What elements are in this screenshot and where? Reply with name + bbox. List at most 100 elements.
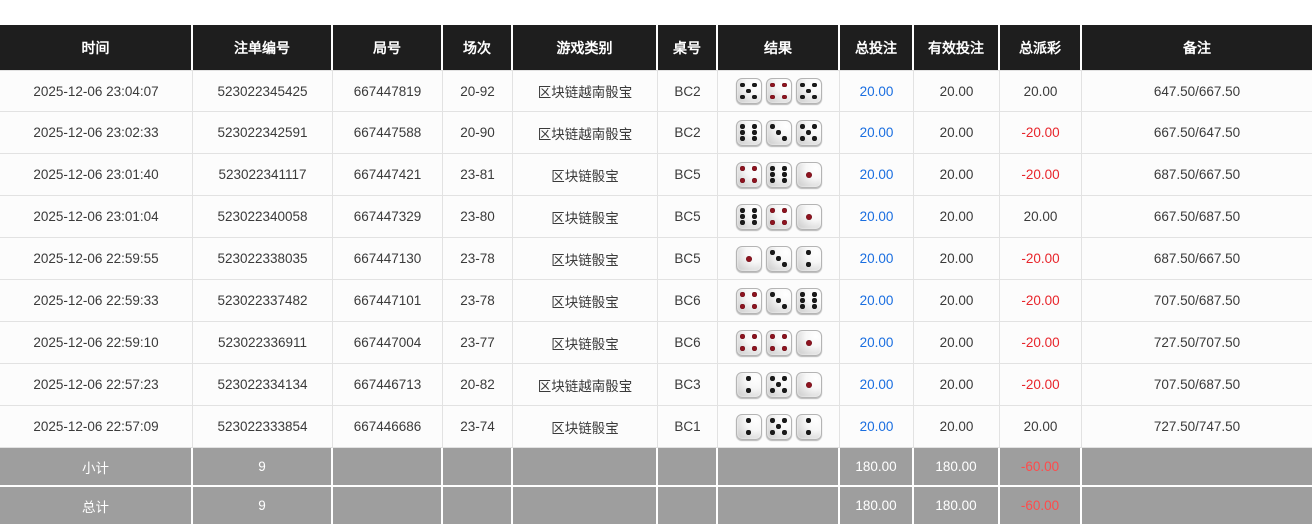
dice-pip <box>770 334 775 339</box>
cell-result <box>718 70 840 112</box>
column-header-total_payout[interactable]: 总派彩 <box>1000 25 1082 70</box>
cell-session: 23-81 <box>443 154 513 196</box>
dice-pip <box>740 166 745 171</box>
dice-pip <box>740 334 745 339</box>
cell-total_bet[interactable]: 20.00 <box>840 196 914 238</box>
dice-pip <box>812 292 817 297</box>
cell-game_type: 区块链越南骰宝 <box>513 364 658 406</box>
cell-round_no: 667447421 <box>333 154 443 196</box>
cell-total_bet[interactable]: 20.00 <box>840 154 914 196</box>
dice-pip <box>782 94 787 100</box>
dice-face-2 <box>735 413 762 440</box>
cell-game_type: 区块链骰宝 <box>513 322 658 364</box>
dice-result-group <box>720 371 837 398</box>
dice-pip <box>752 166 757 171</box>
cell-remark: 667.50/687.50 <box>1082 196 1312 238</box>
column-header-game_type[interactable]: 游戏类别 <box>513 25 658 70</box>
cell-bet_id: 523022341117 <box>193 154 333 196</box>
cell-total_payout: -20.00 <box>1000 280 1082 322</box>
cell-round_no: 667447588 <box>333 112 443 154</box>
column-header-round_no[interactable]: 局号 <box>333 25 443 70</box>
dice-pip <box>782 178 787 183</box>
footer-valid-bet: 180.00 <box>914 487 1000 526</box>
cell-table_no: BC6 <box>658 322 718 364</box>
dice-pip <box>782 220 787 225</box>
cell-total_bet[interactable]: 20.00 <box>840 112 914 154</box>
dice-pip <box>805 381 812 388</box>
dice-pip <box>806 130 811 135</box>
dice-pip <box>776 298 781 303</box>
cell-total_bet[interactable]: 20.00 <box>840 238 914 280</box>
dice-pip <box>740 292 745 297</box>
dice-face-4 <box>765 203 792 230</box>
column-header-remark[interactable]: 备注 <box>1082 25 1312 70</box>
column-header-valid_bet[interactable]: 有效投注 <box>914 25 1000 70</box>
cell-remark: 687.50/667.50 <box>1082 238 1312 280</box>
dice-pip <box>752 208 757 213</box>
dice-pip <box>752 334 757 339</box>
dice-pip <box>782 172 787 177</box>
column-header-result[interactable]: 结果 <box>718 25 840 70</box>
cell-valid_bet: 20.00 <box>914 112 1000 154</box>
bet-history-table: 时间 注单编号 局号 场次 游戏类别 桌号 结果 总投注 有效投注 总派彩 备注 2025-12-0… <box>0 25 1312 526</box>
table-row: 2025-12-06 22:59:55 523022338035 667447130… <box>0 238 1312 280</box>
dice-face-6 <box>795 287 822 314</box>
cell-bet_id: 523022337482 <box>193 280 333 322</box>
dice-pip <box>770 346 775 351</box>
table-header-row: 时间 注单编号 局号 场次 游戏类别 桌号 结果 总投注 有效投注 总派彩 备注 <box>0 25 1312 70</box>
cell-total_bet[interactable]: 20.00 <box>840 364 914 406</box>
column-header-total_bet[interactable]: 总投注 <box>840 25 914 70</box>
cell-time: 2025-12-06 22:59:55 <box>0 238 193 280</box>
dice-face-5 <box>765 371 792 398</box>
dice-pip <box>812 304 817 309</box>
cell-total_bet[interactable]: 20.00 <box>840 280 914 322</box>
dice-pip <box>805 171 812 178</box>
dice-pip <box>800 94 805 100</box>
cell-total_bet[interactable]: 20.00 <box>840 322 914 364</box>
cell-session: 20-90 <box>443 112 513 154</box>
dice-pip <box>800 82 805 88</box>
dice-face-4 <box>765 329 792 356</box>
cell-session: 23-77 <box>443 322 513 364</box>
dice-pip <box>740 178 745 183</box>
dice-result-group <box>720 245 837 272</box>
column-header-session[interactable]: 场次 <box>443 25 513 70</box>
cell-round_no: 667447101 <box>333 280 443 322</box>
dice-pip <box>770 376 775 381</box>
dice-face-2 <box>735 371 762 398</box>
cell-total_bet[interactable]: 20.00 <box>840 406 914 448</box>
column-header-time[interactable]: 时间 <box>0 25 193 70</box>
dice-pip <box>740 304 745 309</box>
cell-time: 2025-12-06 23:01:40 <box>0 154 193 196</box>
dice-pip <box>752 292 757 297</box>
footer-cell-table_no <box>658 487 718 526</box>
dice-pip <box>776 424 781 429</box>
cell-table_no: BC3 <box>658 364 718 406</box>
dice-pip <box>746 376 751 381</box>
dice-pip <box>740 82 745 88</box>
cell-round_no: 667446686 <box>333 406 443 448</box>
cell-total_bet[interactable]: 20.00 <box>840 70 914 112</box>
table-row: 2025-12-06 23:02:33 523022342591 667447588… <box>0 112 1312 154</box>
column-header-table_no[interactable]: 桌号 <box>658 25 718 70</box>
table-row: 2025-12-06 22:59:10 523022336911 667447004… <box>0 322 1312 364</box>
cell-bet_id: 523022336911 <box>193 322 333 364</box>
dice-face-2 <box>795 413 822 440</box>
dice-result-group <box>720 161 837 188</box>
dice-pip <box>782 208 787 213</box>
cell-result <box>718 112 840 154</box>
dice-pip <box>800 136 805 141</box>
dice-pip <box>746 88 751 94</box>
cell-total_payout: 20.00 <box>1000 406 1082 448</box>
dice-pip <box>770 430 775 435</box>
cell-table_no: BC5 <box>658 238 718 280</box>
cell-table_no: BC6 <box>658 280 718 322</box>
footer-total-payout: -60.00 <box>1000 448 1082 487</box>
cell-game_type: 区块链骰宝 <box>513 154 658 196</box>
footer-label: 小计 <box>0 448 193 487</box>
column-header-bet_id[interactable]: 注单编号 <box>193 25 333 70</box>
footer-cell-game_type <box>513 448 658 487</box>
dice-pip <box>782 136 787 141</box>
table-row: 2025-12-06 22:57:23 523022334134 667446713… <box>0 364 1312 406</box>
cell-bet_id: 523022333854 <box>193 406 333 448</box>
